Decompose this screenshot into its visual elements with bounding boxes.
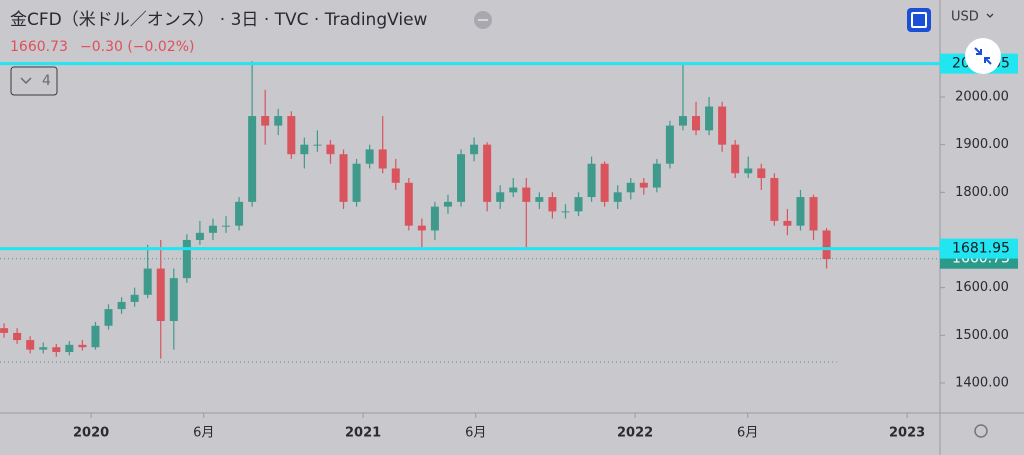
candle-body <box>587 163 596 198</box>
candle-body <box>313 144 322 146</box>
candle-body <box>156 268 165 322</box>
candle-body <box>613 192 622 202</box>
x-tick-label: 2023 <box>889 426 925 441</box>
candle-body <box>600 163 609 202</box>
candle-body <box>430 206 439 231</box>
candle-body <box>483 144 492 202</box>
minimize-circle <box>965 38 1001 74</box>
x-tick-label: 6月 <box>193 426 214 441</box>
indicator-count: 4 <box>42 73 51 89</box>
candle-body <box>522 187 531 202</box>
candle-body <box>509 187 518 193</box>
candle-body <box>339 154 348 202</box>
candle-body <box>783 220 792 226</box>
candle-body <box>352 163 361 202</box>
candle-body <box>718 106 727 145</box>
candle-body <box>652 163 661 188</box>
candle-body <box>13 332 22 341</box>
candle-body <box>770 178 779 221</box>
x-tick-label: 6月 <box>465 426 486 441</box>
candle-body <box>130 294 139 302</box>
candle-body <box>326 144 335 155</box>
candle-body <box>822 230 831 260</box>
candle-body <box>26 340 35 350</box>
x-tick-label: 2021 <box>345 426 381 441</box>
candle-body <box>457 154 466 202</box>
candle-body <box>692 116 701 131</box>
candle-body <box>143 268 152 295</box>
level-tag <box>940 238 1018 259</box>
minimize-button[interactable] <box>965 38 1001 74</box>
x-tick-label: 6月 <box>737 426 758 441</box>
candle-body <box>809 197 818 231</box>
candle-body <box>274 116 283 126</box>
settings-button[interactable] <box>974 424 988 438</box>
candle-body <box>235 201 244 226</box>
level-label: 1681.95 <box>952 241 1010 257</box>
x-tick-label: 2022 <box>617 426 653 441</box>
y-tick-label: 1600.00 <box>955 280 1009 295</box>
candle-body <box>287 116 296 155</box>
candle-body <box>91 325 100 348</box>
candle-body <box>626 182 635 193</box>
candle-body <box>496 192 505 202</box>
minimize-icon <box>974 47 992 65</box>
y-tick-label: 1900.00 <box>955 137 1009 152</box>
candle-body <box>796 197 805 226</box>
candle-body <box>65 344 74 352</box>
candle-body <box>470 144 479 155</box>
candle-body <box>208 225 217 233</box>
candle-body <box>365 149 374 164</box>
candle-body <box>535 197 544 202</box>
candle-body <box>731 144 740 174</box>
candle-body <box>78 344 87 348</box>
x-tick-label: 2020 <box>73 426 109 441</box>
candle-body <box>182 239 191 279</box>
y-tick-label: 1400.00 <box>955 375 1009 390</box>
chart-title: 金CFD（米ドル／オンス） · 3日 · TVC · TradingView <box>10 10 428 30</box>
candle-body <box>378 149 387 169</box>
candle-body <box>548 197 557 212</box>
last-price: 1660.73 <box>10 39 68 55</box>
candle-body <box>195 232 204 240</box>
candle-body <box>561 211 570 213</box>
price-axis-panel <box>940 0 1024 455</box>
candle-body <box>0 328 9 333</box>
fullscreen-icon <box>911 12 927 28</box>
candle-body <box>574 197 583 212</box>
candle-body <box>443 201 452 207</box>
plot-area <box>0 61 940 363</box>
chevron-icon <box>20 77 32 85</box>
candle-body <box>169 278 178 322</box>
candle-body <box>417 225 426 231</box>
fullscreen-button[interactable] <box>907 8 931 32</box>
candle-body <box>117 301 126 310</box>
candle-body <box>705 106 714 131</box>
candle-body <box>744 168 753 174</box>
y-tick-label: 2000.00 <box>955 89 1009 104</box>
y-tick-label: 1800.00 <box>955 185 1009 200</box>
candle-body <box>757 168 766 179</box>
candle-body <box>222 225 231 227</box>
chevron-icon <box>986 13 994 18</box>
currency[interactable]: USD <box>951 10 979 25</box>
candle-body <box>391 168 400 183</box>
candle-body <box>52 347 61 352</box>
y-tick-label: 1500.00 <box>955 328 1009 343</box>
candle-body <box>248 116 257 202</box>
candle-body <box>639 182 648 188</box>
candle-body <box>104 309 113 326</box>
candle-body <box>300 144 309 155</box>
price-change: −0.30 (−0.02%) <box>80 39 194 55</box>
candle-body <box>404 182 413 226</box>
candle-body <box>665 125 674 164</box>
candle-body <box>39 347 48 350</box>
candle-body <box>261 116 270 126</box>
indicator-toggle[interactable] <box>10 66 58 96</box>
candle-body <box>678 116 687 126</box>
